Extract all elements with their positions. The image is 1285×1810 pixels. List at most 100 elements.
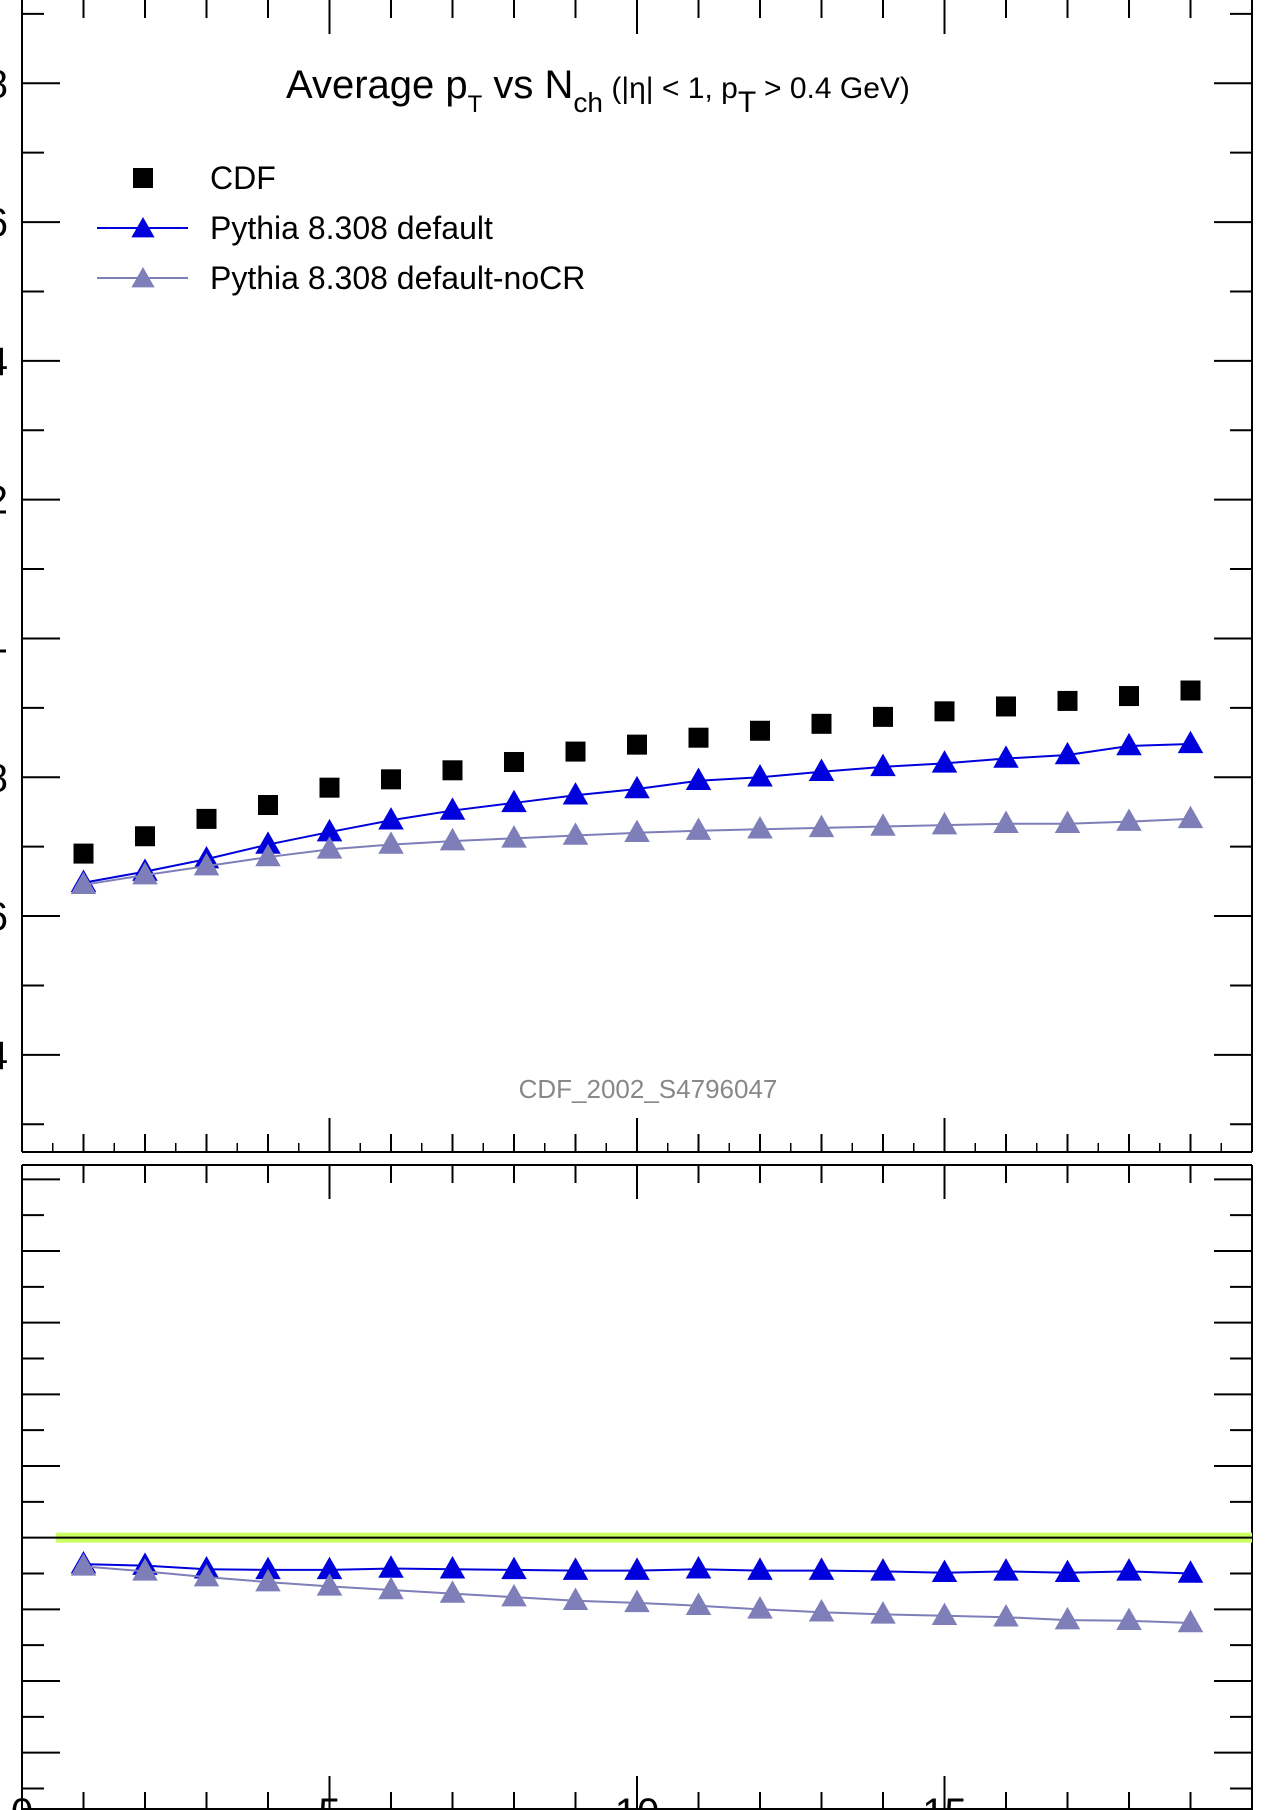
y-tick-label: 6: [0, 895, 8, 939]
ratio-data-point-triangle: [931, 1602, 958, 1626]
y-tick-label: 4: [0, 340, 8, 384]
title-segment: (|η| < 1, p: [603, 72, 738, 105]
ratio-data-point-triangle: [70, 1553, 97, 1576]
data-point-triangle: [1054, 810, 1081, 833]
ratio-data-point-triangle: [993, 1604, 1019, 1627]
main-panel: [21, 0, 1253, 1153]
data-point-triangle: [931, 750, 958, 773]
data-point-square: [1180, 680, 1201, 701]
data-point-triangle: [931, 811, 958, 835]
data-point-triangle: [1054, 741, 1081, 765]
y-tick-label: 4: [0, 1034, 8, 1078]
data-point-square: [811, 713, 832, 734]
data-point-square: [934, 701, 955, 722]
ratio-data-point-triangle: [685, 1556, 712, 1579]
ratio-data-point-triangle: [870, 1601, 896, 1624]
legend-marker-square: [133, 168, 153, 188]
data-point-triangle: [193, 852, 220, 876]
ratio-data-point-triangle: [1054, 1606, 1081, 1630]
ratio-reference-band: [56, 1532, 1252, 1543]
title-subscript: ch: [573, 87, 603, 118]
data-point-square: [750, 720, 770, 741]
data-point-triangle: [747, 816, 773, 839]
data-point-triangle: [439, 827, 466, 851]
data-point-square: [258, 795, 278, 816]
data-point-square: [1119, 686, 1139, 707]
ratio-data-point-triangle: [378, 1555, 404, 1578]
legend-label: Pythia 8.308 default-noCR: [210, 260, 585, 296]
data-point-triangle: [993, 745, 1019, 768]
data-point-triangle: [255, 843, 281, 867]
ratio-panel: [21, 1164, 1253, 1810]
ratio-data-point-triangle: [870, 1558, 896, 1581]
y-tick-label: 6: [0, 201, 8, 245]
title-segment: vs N: [482, 63, 573, 107]
main-axis-ticks: 8 6 4 2 1 8 6 4: [0, 0, 1252, 1152]
title-subscript: T: [738, 86, 756, 119]
legend-marker-triangle: [131, 217, 155, 238]
legend-label: CDF: [210, 160, 276, 196]
ratio-data-point-triangle: [193, 1563, 220, 1587]
data-point-triangle: [993, 810, 1019, 833]
data-point-triangle: [316, 818, 343, 842]
ratio-data-marks: [70, 1550, 1204, 1633]
title-subscript: T: [468, 91, 483, 118]
ratio-data-point-triangle: [132, 1558, 158, 1581]
legend-label: Pythia 8.308 default: [210, 210, 493, 246]
data-point-triangle: [1177, 805, 1204, 829]
ratio-data-point-triangle: [562, 1587, 589, 1610]
data-point-square: [73, 843, 94, 864]
y-tick-label: 2: [0, 479, 8, 523]
ratio-data-point-triangle: [685, 1592, 712, 1615]
ratio-data-point-triangle: [255, 1568, 281, 1592]
x-tick-label: 0: [11, 1791, 33, 1810]
ratio-data-point-triangle: [439, 1580, 466, 1603]
ratio-data-point-triangle: [316, 1556, 343, 1580]
data-point-triangle: [624, 819, 650, 843]
series-line: [83, 742, 1191, 884]
data-point-triangle: [747, 764, 773, 787]
data-point-triangle: [378, 831, 404, 854]
legend-marker-triangle: [131, 267, 155, 288]
data-point-triangle: [1116, 732, 1142, 756]
ratio-data-point-triangle: [808, 1599, 835, 1622]
ratio-data-point-triangle: [1116, 1607, 1142, 1631]
ratio-data-point-triangle: [747, 1557, 773, 1580]
y-tick-label: 8: [0, 756, 8, 800]
x-tick-label: 15: [922, 1791, 967, 1810]
data-point-square: [442, 760, 463, 781]
data-point-triangle: [316, 836, 343, 859]
analysis-reference-label: CDF_2002_S4796047: [519, 1074, 778, 1104]
main-data-marks: [70, 680, 1204, 895]
title-segment: > 0.4 GeV): [756, 72, 910, 105]
ratio-data-point-triangle: [378, 1576, 404, 1600]
data-point-triangle: [132, 861, 158, 885]
data-point-triangle: [870, 813, 896, 836]
legend: CDF Pythia 8.308 default Pythia 8.308 defa…: [97, 160, 585, 296]
data-point-triangle: [439, 797, 466, 820]
x-tick-label: 5: [318, 1791, 340, 1810]
data-point-square: [135, 826, 155, 847]
data-point-triangle: [685, 817, 712, 840]
ratio-data-point-triangle: [439, 1556, 466, 1579]
ratio-data-point-triangle: [316, 1573, 343, 1596]
ratio-axis-ticks: 0 5 10 15: [11, 1165, 1252, 1810]
chart-title: Average pT vs Nch (|η| < 1, pT > 0.4 GeV…: [286, 63, 910, 119]
data-point-triangle: [378, 807, 404, 830]
x-tick-label: 10: [615, 1791, 660, 1810]
ratio-data-point-triangle: [1116, 1558, 1142, 1581]
y-tick-label: 1: [0, 617, 8, 661]
data-point-square: [381, 769, 401, 790]
data-point-triangle: [808, 758, 835, 781]
ratio-data-point-triangle: [562, 1557, 589, 1580]
ratio-data-point-triangle: [747, 1596, 773, 1619]
ratio-data-point-triangle: [624, 1557, 650, 1580]
data-point-triangle: [685, 767, 712, 790]
data-point-triangle: [870, 753, 896, 777]
data-point-square: [688, 727, 709, 748]
data-point-square: [996, 696, 1016, 717]
data-point-square: [1057, 690, 1078, 711]
data-point-square: [565, 741, 586, 762]
ratio-data-point-triangle: [255, 1556, 281, 1580]
